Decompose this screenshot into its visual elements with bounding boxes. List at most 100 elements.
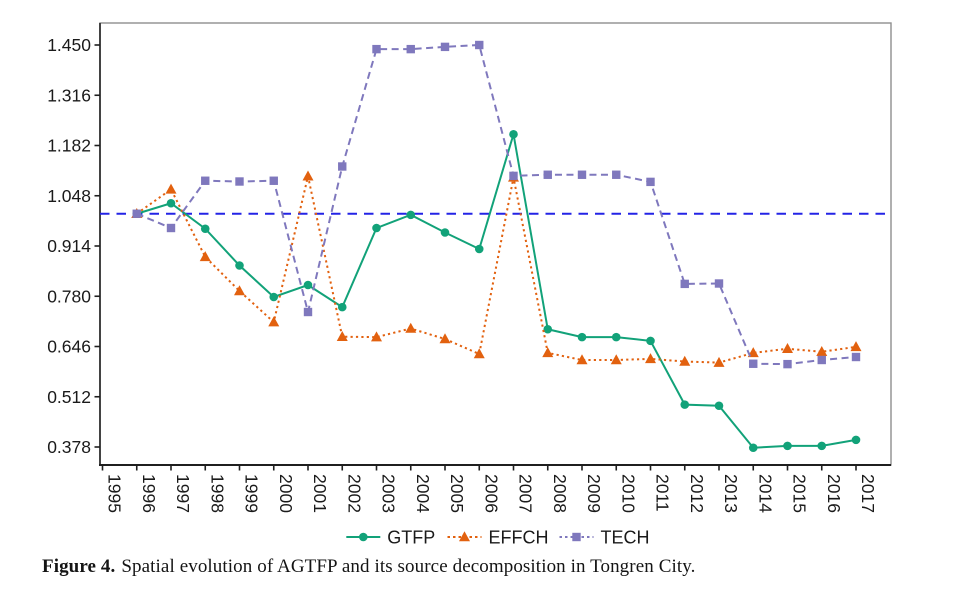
effch-marker (782, 342, 793, 353)
series-tech (132, 40, 861, 369)
x-tick-label: 2017 (858, 474, 878, 513)
effch-marker (816, 345, 828, 356)
tech-marker (440, 42, 450, 52)
tech-marker (475, 40, 484, 50)
gtfp-marker (817, 441, 827, 451)
series-tech-line (136, 43, 857, 366)
effch-marker (199, 251, 211, 262)
gtfp-marker (337, 302, 347, 312)
effch-marker (610, 354, 622, 365)
y-tick-label: 1.450 (47, 35, 91, 55)
figure-caption-label: Figure 4. (42, 556, 116, 577)
y-tick-label: 0.914 (47, 236, 91, 256)
x-tick-label: 1995 (105, 474, 125, 513)
legend-label-effch: EFFCH (489, 528, 549, 548)
gtfp-marker (406, 210, 416, 220)
tech-marker (714, 279, 724, 288)
legend-marker-gtfp (359, 532, 368, 542)
tech-marker (303, 307, 313, 317)
x-tick-label: 2007 (516, 474, 536, 513)
gtfp-marker (646, 336, 655, 346)
effch-marker (268, 316, 280, 327)
tech-marker (509, 171, 518, 181)
gtfp-marker (611, 332, 621, 342)
gtfp-marker (783, 441, 792, 451)
gtfp-marker (440, 228, 450, 237)
gtfp-marker (235, 261, 244, 270)
effch-marker (850, 341, 862, 352)
x-tick-label: 2011 (653, 474, 673, 512)
x-tick-label: 2015 (790, 474, 810, 513)
effch-marker (576, 354, 588, 365)
gtfp-marker (200, 224, 210, 234)
y-tick-label: 1.048 (47, 186, 91, 206)
tech-marker (577, 170, 587, 179)
series-effch (131, 170, 862, 367)
tech-marker (338, 162, 347, 171)
agtfp-line-chart: 1.450 1.316 1.182 1.048 0.914 0.780 0.646 0.512… (47, 22, 892, 548)
effch-marker (371, 331, 382, 342)
figure-caption-text: Spatial evolution of AGTFP and its sourc… (121, 556, 696, 577)
effch-marker (165, 183, 177, 194)
effch-marker (234, 285, 245, 296)
tech-marker (201, 176, 210, 185)
gtfp-marker (372, 223, 381, 233)
tech-marker (132, 209, 141, 218)
effch-marker (473, 348, 485, 359)
tech-marker (166, 223, 176, 233)
effch-marker (439, 333, 451, 344)
gtfp-marker (166, 198, 176, 208)
tech-marker (646, 177, 655, 187)
x-tick-label: 2010 (618, 474, 638, 513)
tech-marker (817, 355, 826, 365)
effch-marker (713, 356, 725, 367)
figure-caption: Figure 4. Spatial evolution of AGTFP and … (42, 556, 695, 578)
tech-marker (406, 44, 415, 54)
tech-marker (612, 170, 621, 179)
effch-marker (542, 347, 554, 358)
gtfp-marker (748, 443, 758, 453)
x-tick-label: 2004 (413, 474, 433, 513)
x-tick-label: 1999 (242, 474, 262, 513)
gtfp-marker (680, 400, 690, 409)
gtfp-marker (474, 244, 484, 254)
y-tick-label: 1.182 (47, 136, 91, 156)
tech-marker (851, 352, 861, 362)
legend: GTFP EFFCH TECH (346, 528, 650, 548)
x-tick-label: 2013 (721, 474, 741, 513)
effch-marker (645, 353, 656, 364)
x-tick-label: 1998 (207, 474, 227, 513)
legend-label-tech: TECH (601, 528, 650, 548)
x-tick-label: 2003 (379, 474, 399, 513)
effch-marker (405, 322, 417, 333)
x-tick-label: 2000 (276, 474, 296, 513)
x-tick-label: 2002 (344, 474, 364, 513)
effch-marker (747, 347, 759, 358)
y-tick-label: 0.646 (47, 337, 91, 357)
gtfp-marker (714, 401, 724, 411)
y-tick-label: 0.512 (47, 387, 91, 407)
tech-marker (749, 359, 758, 368)
tech-marker (372, 44, 381, 54)
legend-label-gtfp: GTFP (387, 528, 435, 548)
x-tick-label: 2009 (584, 474, 604, 513)
gtfp-marker (269, 292, 279, 302)
effch-marker (336, 330, 348, 341)
y-tick-label: 1.316 (47, 85, 91, 105)
tech-marker (680, 279, 689, 289)
gtfp-marker (509, 129, 518, 139)
x-tick-label: 2001 (310, 474, 330, 513)
y-tick-label: 0.780 (47, 286, 91, 306)
gtfp-marker (851, 435, 861, 445)
tech-marker (543, 170, 552, 179)
x-tick-label: 2006 (481, 474, 501, 513)
gtfp-marker (577, 332, 587, 342)
y-tick-label: 0.378 (47, 437, 91, 457)
x-tick-label: 2012 (687, 474, 707, 513)
x-tick-label: 1996 (139, 474, 159, 513)
series-gtfp-line (136, 133, 857, 449)
x-tick-label: 2008 (550, 474, 570, 513)
gtfp-marker (543, 324, 553, 334)
legend-marker-tech (572, 532, 581, 542)
